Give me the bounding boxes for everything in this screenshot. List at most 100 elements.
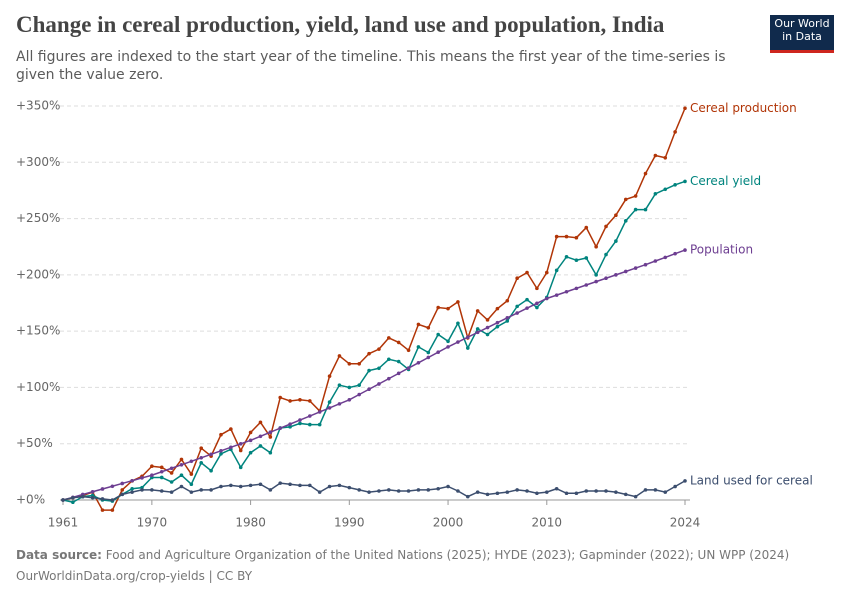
point [416,322,421,327]
point [663,155,668,160]
point [515,304,519,309]
point [229,445,233,450]
point [159,475,164,480]
point [387,357,391,362]
point [179,473,184,478]
point [475,327,480,331]
point [564,234,569,239]
point [169,471,174,475]
point [268,435,273,439]
source-link[interactable]: OurWorldinData.org/crop-yields | CC BY [16,569,253,583]
y-tick-label: +350% [16,99,60,113]
point [169,480,174,484]
point [673,251,677,256]
point [416,488,421,492]
point [396,489,401,493]
point [673,130,677,134]
point [327,484,332,489]
point [317,422,322,427]
point [130,478,134,483]
point [110,508,115,512]
point [298,398,302,402]
point [604,224,608,229]
point [298,418,302,422]
point [377,366,381,371]
point [564,255,569,259]
point [673,484,677,489]
point [456,340,460,344]
point [130,486,134,491]
point [485,332,490,337]
point [71,500,75,505]
point [426,350,431,355]
point [120,481,125,486]
source-label: Data source: [16,548,102,562]
y-tick-label: +150% [16,324,60,338]
x-tick-label: 1961 [48,516,79,530]
y-tick-label: +250% [16,211,60,225]
point [416,360,421,365]
point [544,490,549,494]
point [525,297,529,302]
series-line [62,180,686,504]
point [604,489,608,493]
point [436,350,440,354]
point [189,482,194,487]
point [515,276,519,281]
point [199,461,204,465]
point [199,446,204,451]
point [416,345,421,349]
series-line [62,480,686,501]
point [584,225,589,230]
point [347,385,352,390]
point [456,489,460,493]
point [505,316,510,320]
point [61,498,65,502]
point [495,491,500,496]
point [406,348,411,353]
logo[interactable]: Our World in Data [770,15,834,53]
point [614,239,618,243]
point [623,269,628,274]
point [288,482,292,487]
point [159,489,164,493]
point [643,488,648,492]
point [584,256,589,260]
point [140,476,144,480]
point [347,361,352,366]
y-tick-label: +100% [16,380,60,394]
point [475,330,480,335]
point [357,392,361,397]
point [258,482,263,487]
x-tick-label: 1990 [334,516,365,530]
point [209,468,213,473]
point [574,258,579,263]
point [179,457,184,462]
point [683,479,687,483]
point [426,325,431,330]
point [564,289,569,294]
point [199,455,204,460]
point [110,498,115,502]
point [110,484,115,489]
point [594,244,598,249]
point [554,268,559,273]
point [229,483,233,488]
point [278,481,283,485]
y-tick-label: +0% [16,493,45,507]
point [446,339,450,344]
y-tick-label: +50% [16,436,53,450]
point [357,383,361,387]
point [248,450,253,455]
point [337,354,342,358]
point [387,376,391,381]
point [623,219,628,223]
point [633,194,638,198]
point [317,410,322,414]
point [347,398,352,402]
point [633,266,638,270]
point [288,399,292,403]
point [505,319,510,323]
